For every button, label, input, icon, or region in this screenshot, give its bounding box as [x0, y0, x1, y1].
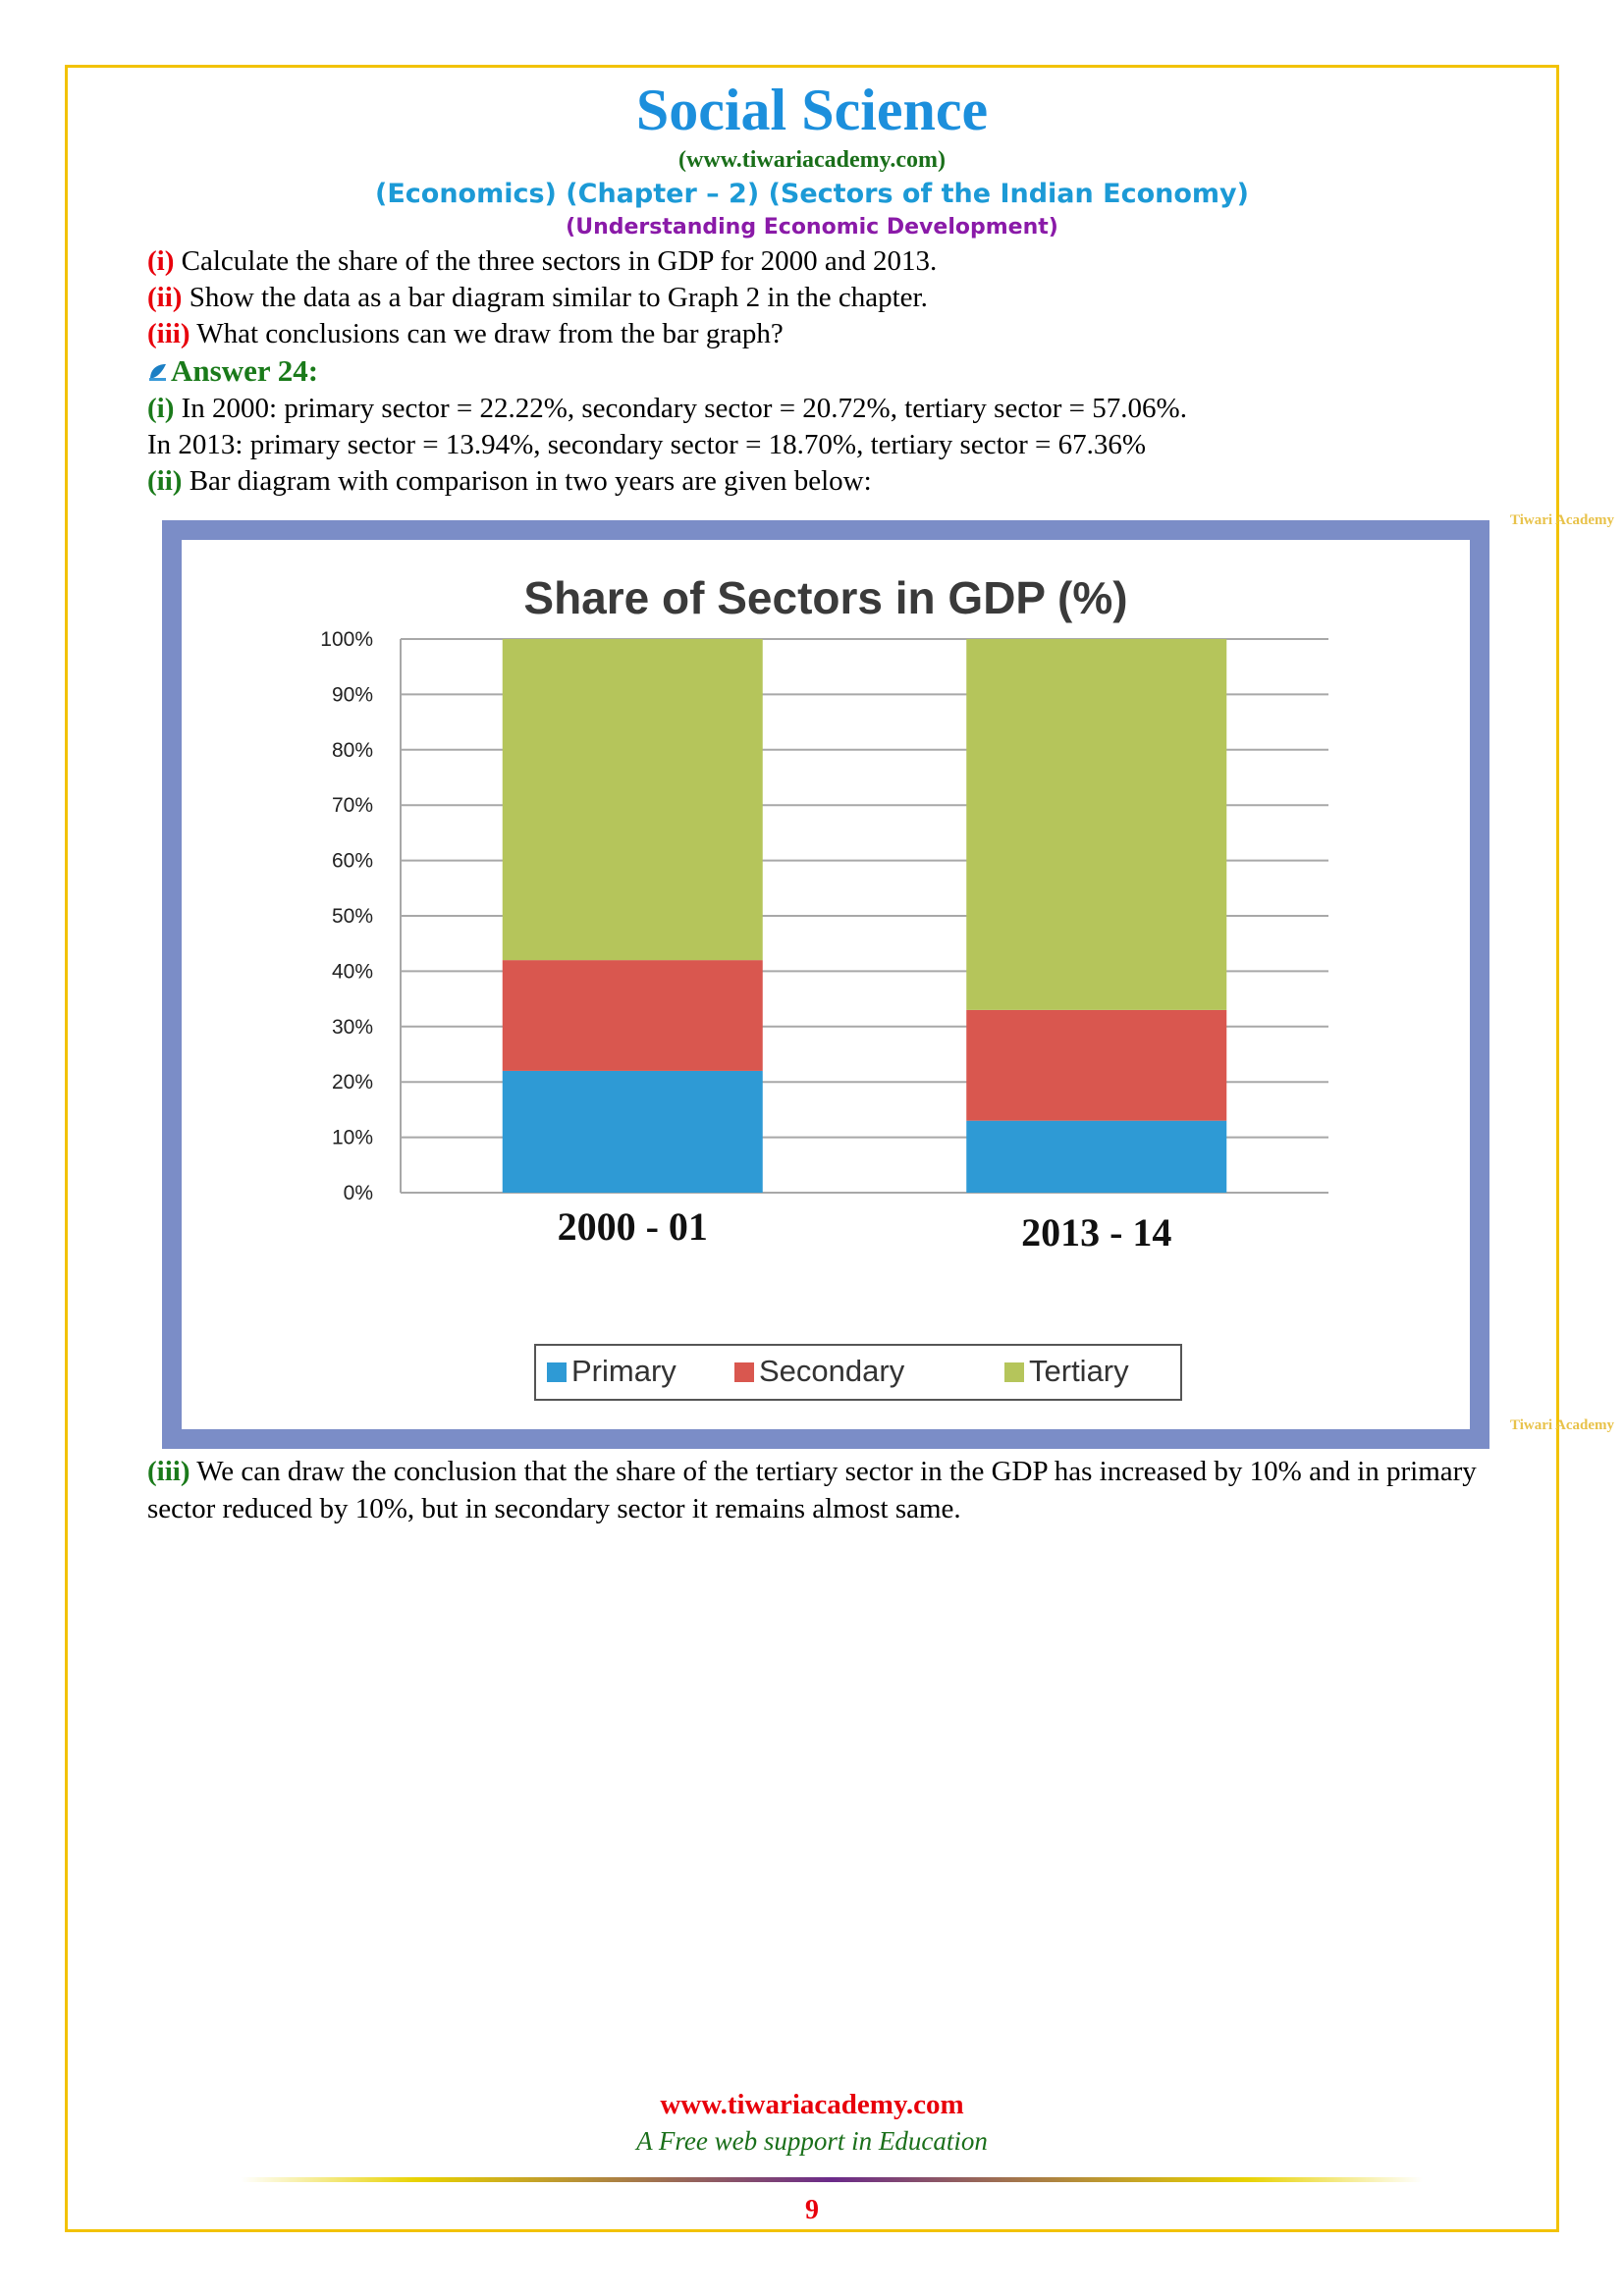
- chart-title: Share of Sectors in GDP (%): [523, 572, 1127, 623]
- tiwari-logo-icon: [149, 364, 166, 381]
- legend-label-secondary: Secondary: [759, 1354, 905, 1388]
- legend-box: [534, 1344, 1182, 1401]
- bar-tertiary-1: [966, 639, 1227, 1010]
- question-1-num: (i): [147, 245, 175, 277]
- header-chapter: (Economics) (Chapter – 2) (Sectors of th…: [374, 179, 1249, 209]
- watermark-top: Tiwari Academy: [1510, 512, 1614, 528]
- y-tick-label: 20%: [332, 1071, 373, 1094]
- bar-secondary-1: [966, 1009, 1227, 1121]
- question-3-num: (iii): [147, 318, 190, 349]
- y-tick-label: 70%: [332, 794, 373, 817]
- bar-tertiary-0: [502, 639, 763, 961]
- answer-part-2-num: (ii): [147, 465, 183, 497]
- legend-label-tertiary: Tertiary: [1029, 1354, 1129, 1388]
- stacked-bar-chart: Share of Sectors in GDP (%) 0% 10% 20% 30% 40…: [320, 572, 1328, 1401]
- y-tick-label: 0%: [344, 1182, 373, 1204]
- y-tick-label: 60%: [332, 850, 373, 873]
- y-tick-label: 100%: [320, 628, 373, 651]
- answer-part-1: (i) In 2000: primary sector = 22.22%, se…: [147, 391, 1187, 426]
- question-2-num: (ii): [147, 282, 183, 313]
- legend-swatch-secondary: [734, 1362, 754, 1382]
- y-tick-label: 80%: [332, 739, 373, 762]
- x-category-label: 2013 - 14: [1021, 1210, 1171, 1255]
- y-tick-label: 90%: [332, 683, 373, 706]
- footer-tagline: A Free web support in Education: [636, 2126, 988, 2156]
- y-tick-label: 30%: [332, 1016, 373, 1039]
- page-border: [65, 65, 1559, 2232]
- answer-part-3-num: (iii): [147, 1456, 190, 1487]
- footer-divider: [241, 2177, 1423, 2182]
- answer-part-1-line2: In 2013: primary sector = 13.94%, second…: [147, 429, 1147, 460]
- chart-area: Share of Sectors in GDP (%) 0% 10% 20% 30% 40…: [182, 540, 1470, 1429]
- legend-swatch-tertiary: [1004, 1362, 1024, 1382]
- answer-part-3-text: We can draw the conclusion that the shar…: [147, 1456, 1477, 1524]
- y-tick-label: 50%: [332, 905, 373, 928]
- x-category-label: 2000 - 01: [558, 1204, 708, 1249]
- page-title: Social Science: [635, 78, 989, 142]
- question-3: (iii) What conclusions can we draw from …: [147, 316, 784, 351]
- bar-primary-0: [502, 1070, 763, 1193]
- header-subtitle: (Understanding Economic Development): [566, 215, 1058, 240]
- legend-label-primary: Primary: [571, 1354, 677, 1388]
- answer-heading: Answer 24:: [171, 353, 319, 388]
- bar-secondary-0: [502, 960, 763, 1071]
- question-3-text: What conclusions can we draw from the ba…: [189, 318, 784, 349]
- answer-part-2: (ii) Bar diagram with comparison in two …: [147, 463, 872, 499]
- legend-swatch-primary: [547, 1362, 567, 1382]
- answer-part-1-num: (i): [147, 393, 175, 424]
- question-1-text: Calculate the share of the three sectors…: [174, 245, 938, 277]
- page-number: 9: [805, 2195, 819, 2225]
- bar-primary-1: [966, 1120, 1227, 1193]
- answer-part-3: (iii) We can draw the conclusion that th…: [147, 1453, 1502, 1527]
- answer-part-1-text: In 2000: primary sector = 22.22%, second…: [174, 393, 1187, 424]
- header-website: (www.tiwariacademy.com): [678, 147, 946, 173]
- question-2-text: Show the data as a bar diagram similar t…: [182, 282, 928, 313]
- answer-part-2-text: Bar diagram with comparison in two years…: [182, 465, 872, 497]
- answer-heading-row: Answer 24:: [147, 353, 318, 390]
- question-2: (ii) Show the data as a bar diagram simi…: [147, 280, 928, 315]
- question-1: (i) Calculate the share of the three sec…: [147, 243, 937, 279]
- watermark-bottom: Tiwari Academy: [1510, 1417, 1614, 1433]
- chart-frame: Share of Sectors in GDP (%) 0% 10% 20% 30% 40…: [162, 520, 1489, 1449]
- footer-website-link[interactable]: www.tiwariacademy.com: [660, 2089, 964, 2120]
- y-tick-label: 10%: [332, 1127, 373, 1149]
- y-tick-label: 40%: [332, 960, 373, 983]
